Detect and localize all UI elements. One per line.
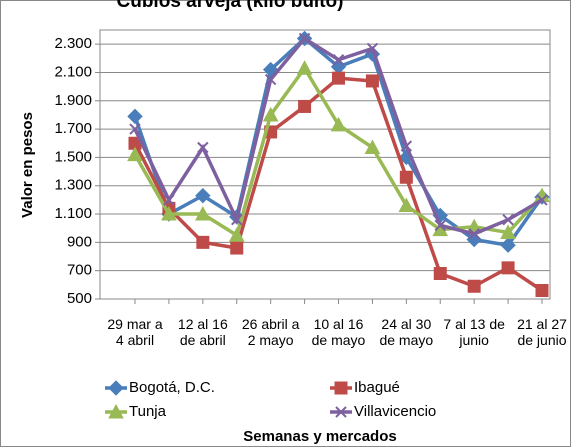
data-point (398, 197, 415, 213)
data-point (194, 205, 211, 221)
legend-label: Tunja (129, 403, 167, 420)
data-point (400, 140, 413, 152)
data-point (433, 267, 447, 281)
data-point (298, 32, 311, 45)
legend-label: Ibagué (354, 379, 400, 396)
y-tick-label: 1.500 (54, 148, 92, 165)
legend-marker (108, 380, 124, 396)
data-point (500, 237, 516, 253)
data-point (535, 284, 549, 298)
y-tick-label: 1.900 (54, 92, 92, 109)
data-point (129, 123, 141, 135)
data-point (501, 261, 515, 275)
data-point (127, 108, 143, 125)
y-axis-title: Valor en pesos (19, 112, 36, 218)
y-tick-label: 700 (67, 262, 92, 279)
data-point (500, 224, 516, 239)
data-point (399, 170, 413, 184)
series-line (133, 76, 543, 292)
series-line (133, 65, 544, 239)
data-point (228, 227, 245, 242)
data-point (332, 54, 345, 66)
x-tick-label: 26 abril a 2 mayo (241, 316, 300, 348)
data-point (502, 214, 514, 226)
y-tick-label: 500 (67, 290, 92, 307)
data-point (366, 42, 379, 55)
legend-marker (108, 403, 124, 419)
y-tick-label: 2.100 (54, 63, 92, 80)
data-point (298, 99, 312, 113)
data-point (264, 73, 277, 86)
data-point (161, 205, 177, 221)
data-point (197, 141, 209, 154)
y-tick-label: 1.700 (54, 120, 92, 137)
y-tick-label: 900 (67, 233, 92, 250)
data-point (434, 219, 446, 232)
data-point (536, 194, 548, 206)
data-point (296, 60, 313, 75)
legend-label: Villavicencio (354, 403, 436, 420)
data-point (230, 241, 244, 255)
data-point (467, 279, 481, 293)
y-tick-label: 2.300 (54, 35, 92, 52)
data-point (196, 235, 210, 249)
data-point (332, 71, 345, 85)
x-tick-label: 7 al 13 de junio (443, 316, 505, 348)
x-tick-label: 29 mar a 4 abril (107, 316, 163, 348)
x-tick-label: 21 al 27 de junio (517, 316, 567, 348)
x-tick-label: 12 al 16 de abril (177, 316, 228, 348)
x-axis-title: Semanas y mercados (243, 428, 396, 445)
x-tick-label: 10 al 16 de mayo (311, 316, 366, 348)
plot-area (99, 29, 551, 300)
y-tick-label: 1.100 (54, 205, 92, 222)
data-point (231, 214, 243, 226)
data-point (364, 139, 381, 155)
x-tick-label: 24 al 30 de mayo (379, 316, 434, 348)
data-point (262, 106, 279, 122)
data-point (330, 116, 347, 132)
data-point (365, 74, 379, 88)
chart-title: Cubios arveja (kilo bulto) (117, 0, 344, 12)
data-point (195, 187, 211, 204)
data-point (127, 146, 143, 162)
legend-label: Bogotá, D.C. (129, 379, 215, 396)
data-point (163, 194, 175, 206)
y-tick-label: 1.300 (54, 177, 92, 194)
legend-marker (334, 381, 348, 395)
legend-marker (335, 406, 347, 418)
data-point (468, 228, 480, 240)
